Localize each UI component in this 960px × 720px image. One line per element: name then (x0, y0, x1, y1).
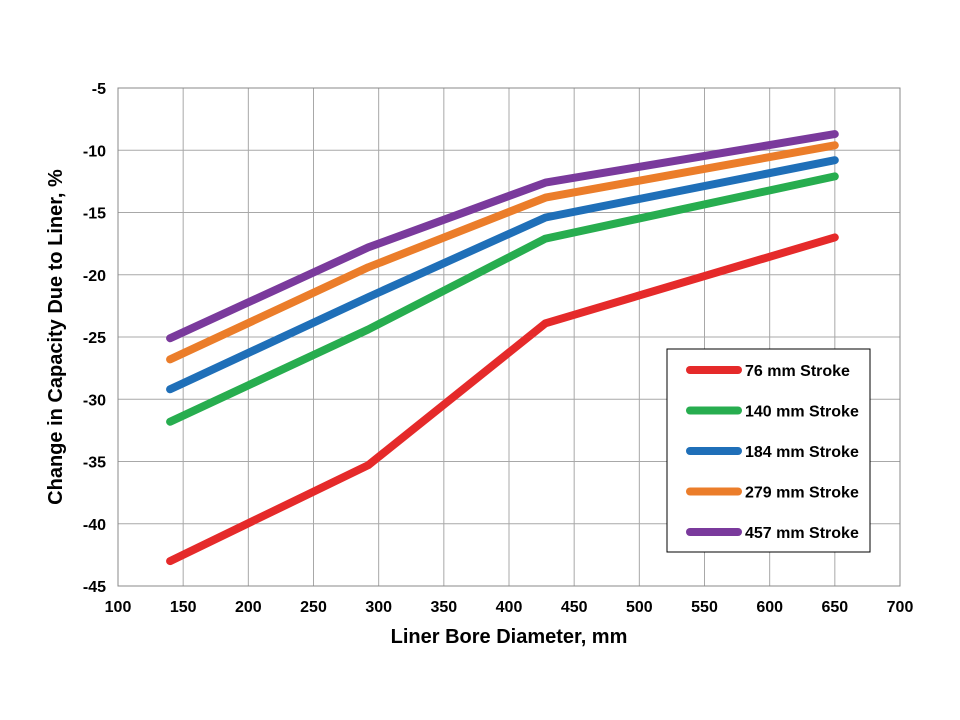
y-tick-label: -15 (83, 206, 106, 223)
x-tick-label: 700 (887, 599, 914, 616)
series-line (166, 172, 839, 426)
legend-items: 76 mm Stroke 140 mm Stroke 184 mm Stroke 27… (686, 363, 859, 542)
y-tick-label: -40 (83, 517, 106, 534)
y-tick-label: -10 (83, 143, 106, 160)
series-line (166, 156, 839, 394)
x-axis-title: Liner Bore Diameter, mm (391, 626, 628, 648)
legend-label: 279 mm Stroke (745, 485, 859, 502)
series-line (166, 233, 839, 566)
y-tick-label: -45 (83, 579, 106, 596)
y-tick-label: -25 (83, 330, 106, 347)
x-tick-label: 150 (170, 599, 197, 616)
plot-area-frame (117, 87, 901, 587)
series-line (166, 130, 839, 343)
legend-label: 140 mm Stroke (745, 404, 859, 421)
y-axis-ticks: -45 -40 -35 -30 -25 -20 -15 -10 -5 (83, 81, 106, 596)
x-axis-ticks: 100 150 200 250 300 350 400 450 500 550 600 650 700 (105, 599, 914, 616)
legend: 76 mm Stroke 140 mm Stroke 184 mm Stroke 27… (666, 348, 871, 553)
x-tick-label: 350 (430, 599, 457, 616)
x-tick-label: 250 (300, 599, 327, 616)
y-tick-label: -30 (83, 392, 106, 409)
series-line (166, 141, 839, 364)
x-tick-label: 500 (626, 599, 653, 616)
x-tick-label: 200 (235, 599, 262, 616)
legend-label: 457 mm Stroke (745, 525, 859, 542)
x-tick-label: 450 (561, 599, 588, 616)
legend-label: 76 mm Stroke (745, 363, 850, 380)
legend-label: 184 mm Stroke (745, 444, 859, 461)
series-lines (166, 130, 839, 566)
x-tick-label: 550 (691, 599, 718, 616)
x-tick-label: 600 (756, 599, 783, 616)
y-tick-label: -20 (83, 268, 106, 285)
y-axis-title: Change in Capacity Due to Liner, % (45, 169, 67, 505)
y-tick-label: -35 (83, 455, 106, 472)
y-tick-label: -5 (92, 81, 106, 98)
x-tick-label: 300 (365, 599, 392, 616)
x-tick-label: 100 (105, 599, 132, 616)
x-tick-label: 400 (496, 599, 523, 616)
x-tick-label: 650 (821, 599, 848, 616)
